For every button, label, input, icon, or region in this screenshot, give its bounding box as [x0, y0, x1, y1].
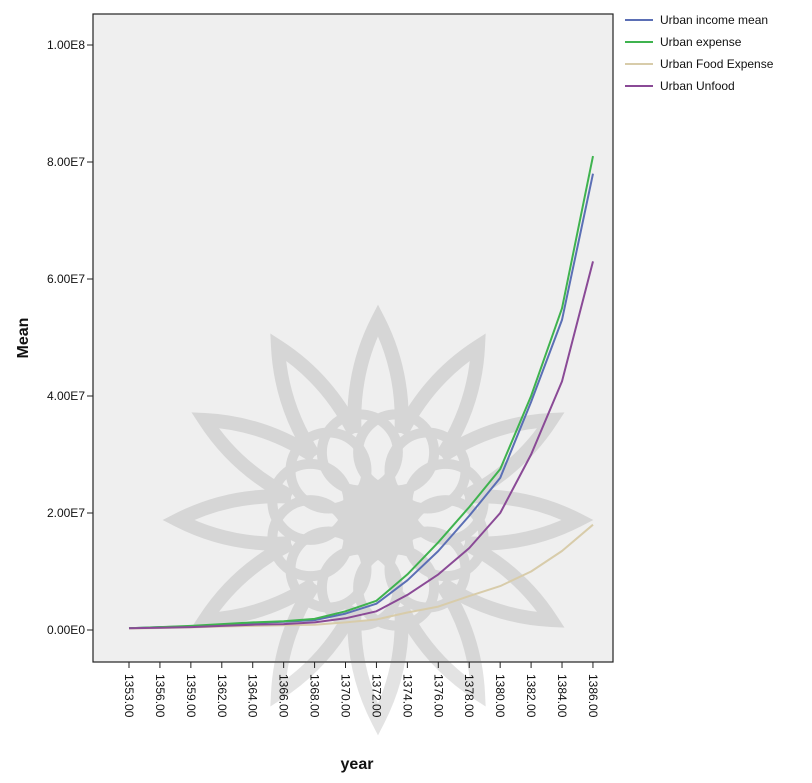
- x-tick-label: 1370.00: [339, 674, 353, 718]
- watermark-petal: [395, 579, 486, 707]
- watermark-petal: [464, 489, 594, 551]
- watermark-petal: [347, 606, 409, 736]
- watermark-petal: [437, 412, 565, 503]
- x-tick-label: 1380.00: [493, 674, 507, 718]
- watermark-ring: [285, 526, 372, 613]
- watermark-petal: [347, 304, 409, 434]
- y-tick-label: 2.00E7: [47, 506, 85, 520]
- watermark-ring: [384, 427, 471, 514]
- watermark-ring: [267, 495, 354, 582]
- x-tick-label: 1382.00: [524, 674, 538, 718]
- watermark-petal: [270, 333, 361, 461]
- watermark-ring: [316, 409, 403, 496]
- x-tick-label: 1364.00: [246, 674, 260, 718]
- watermark-ring: [402, 495, 489, 582]
- watermark-petal: [270, 579, 361, 707]
- watermark-petal: [162, 489, 292, 551]
- x-axis: 1353.00 1356.00 1359.00 1362.00 1364.00 1366.…: [122, 662, 600, 718]
- y-tick-label: 4.00E7: [47, 389, 85, 403]
- watermark-petal: [395, 333, 486, 461]
- x-tick-label: 1356.00: [153, 674, 167, 718]
- y-tick-label: 1.00E8: [47, 38, 85, 52]
- legend-label: Urban Food Expense: [660, 57, 774, 71]
- legend-label: Urban expense: [660, 35, 742, 49]
- y-axis-title: Mean: [15, 318, 32, 359]
- y-tick-label: 0.00E0: [47, 623, 85, 637]
- x-tick-label: 1362.00: [215, 674, 229, 718]
- y-axis: 0.00E0 2.00E7 4.00E7 6.00E7 8.00E7 1.00E8: [47, 38, 93, 637]
- y-tick-label: 8.00E7: [47, 155, 85, 169]
- x-tick-label: 1353.00: [122, 674, 136, 718]
- plot-area: [92, 13, 614, 663]
- x-tick-label: 1368.00: [308, 674, 322, 718]
- x-tick-label: 1376.00: [431, 674, 445, 718]
- x-tick-label: 1386.00: [586, 674, 600, 718]
- series-line-1: [128, 155, 594, 630]
- watermark-emblem: [162, 304, 594, 736]
- watermark-petal: [191, 537, 319, 628]
- x-axis-title: year: [341, 756, 374, 773]
- legend-label: Urban Unfood: [660, 79, 735, 93]
- x-tick-label: 1374.00: [400, 674, 414, 718]
- watermark-petal: [437, 537, 565, 628]
- legend-label: Urban income mean: [660, 13, 768, 27]
- watermark-ring: [402, 458, 489, 545]
- series-line-3: [128, 261, 594, 630]
- x-tick-label: 1366.00: [277, 674, 291, 718]
- x-tick-label: 1384.00: [555, 674, 569, 718]
- x-tick-label: 1359.00: [184, 674, 198, 718]
- series-layer: [128, 155, 594, 630]
- x-tick-label: 1372.00: [369, 674, 383, 718]
- legend: Urban income mean Urban expense Urban Food…: [625, 13, 774, 93]
- y-tick-label: 6.00E7: [47, 272, 85, 286]
- watermark-ring: [285, 427, 372, 514]
- watermark-ring: [353, 544, 440, 631]
- watermark-petal: [191, 412, 319, 503]
- watermark-ring: [353, 409, 440, 496]
- x-tick-label: 1378.00: [462, 674, 476, 718]
- watermark-ring: [384, 526, 471, 613]
- watermark-ring: [267, 458, 354, 545]
- watermark-center: [338, 480, 418, 560]
